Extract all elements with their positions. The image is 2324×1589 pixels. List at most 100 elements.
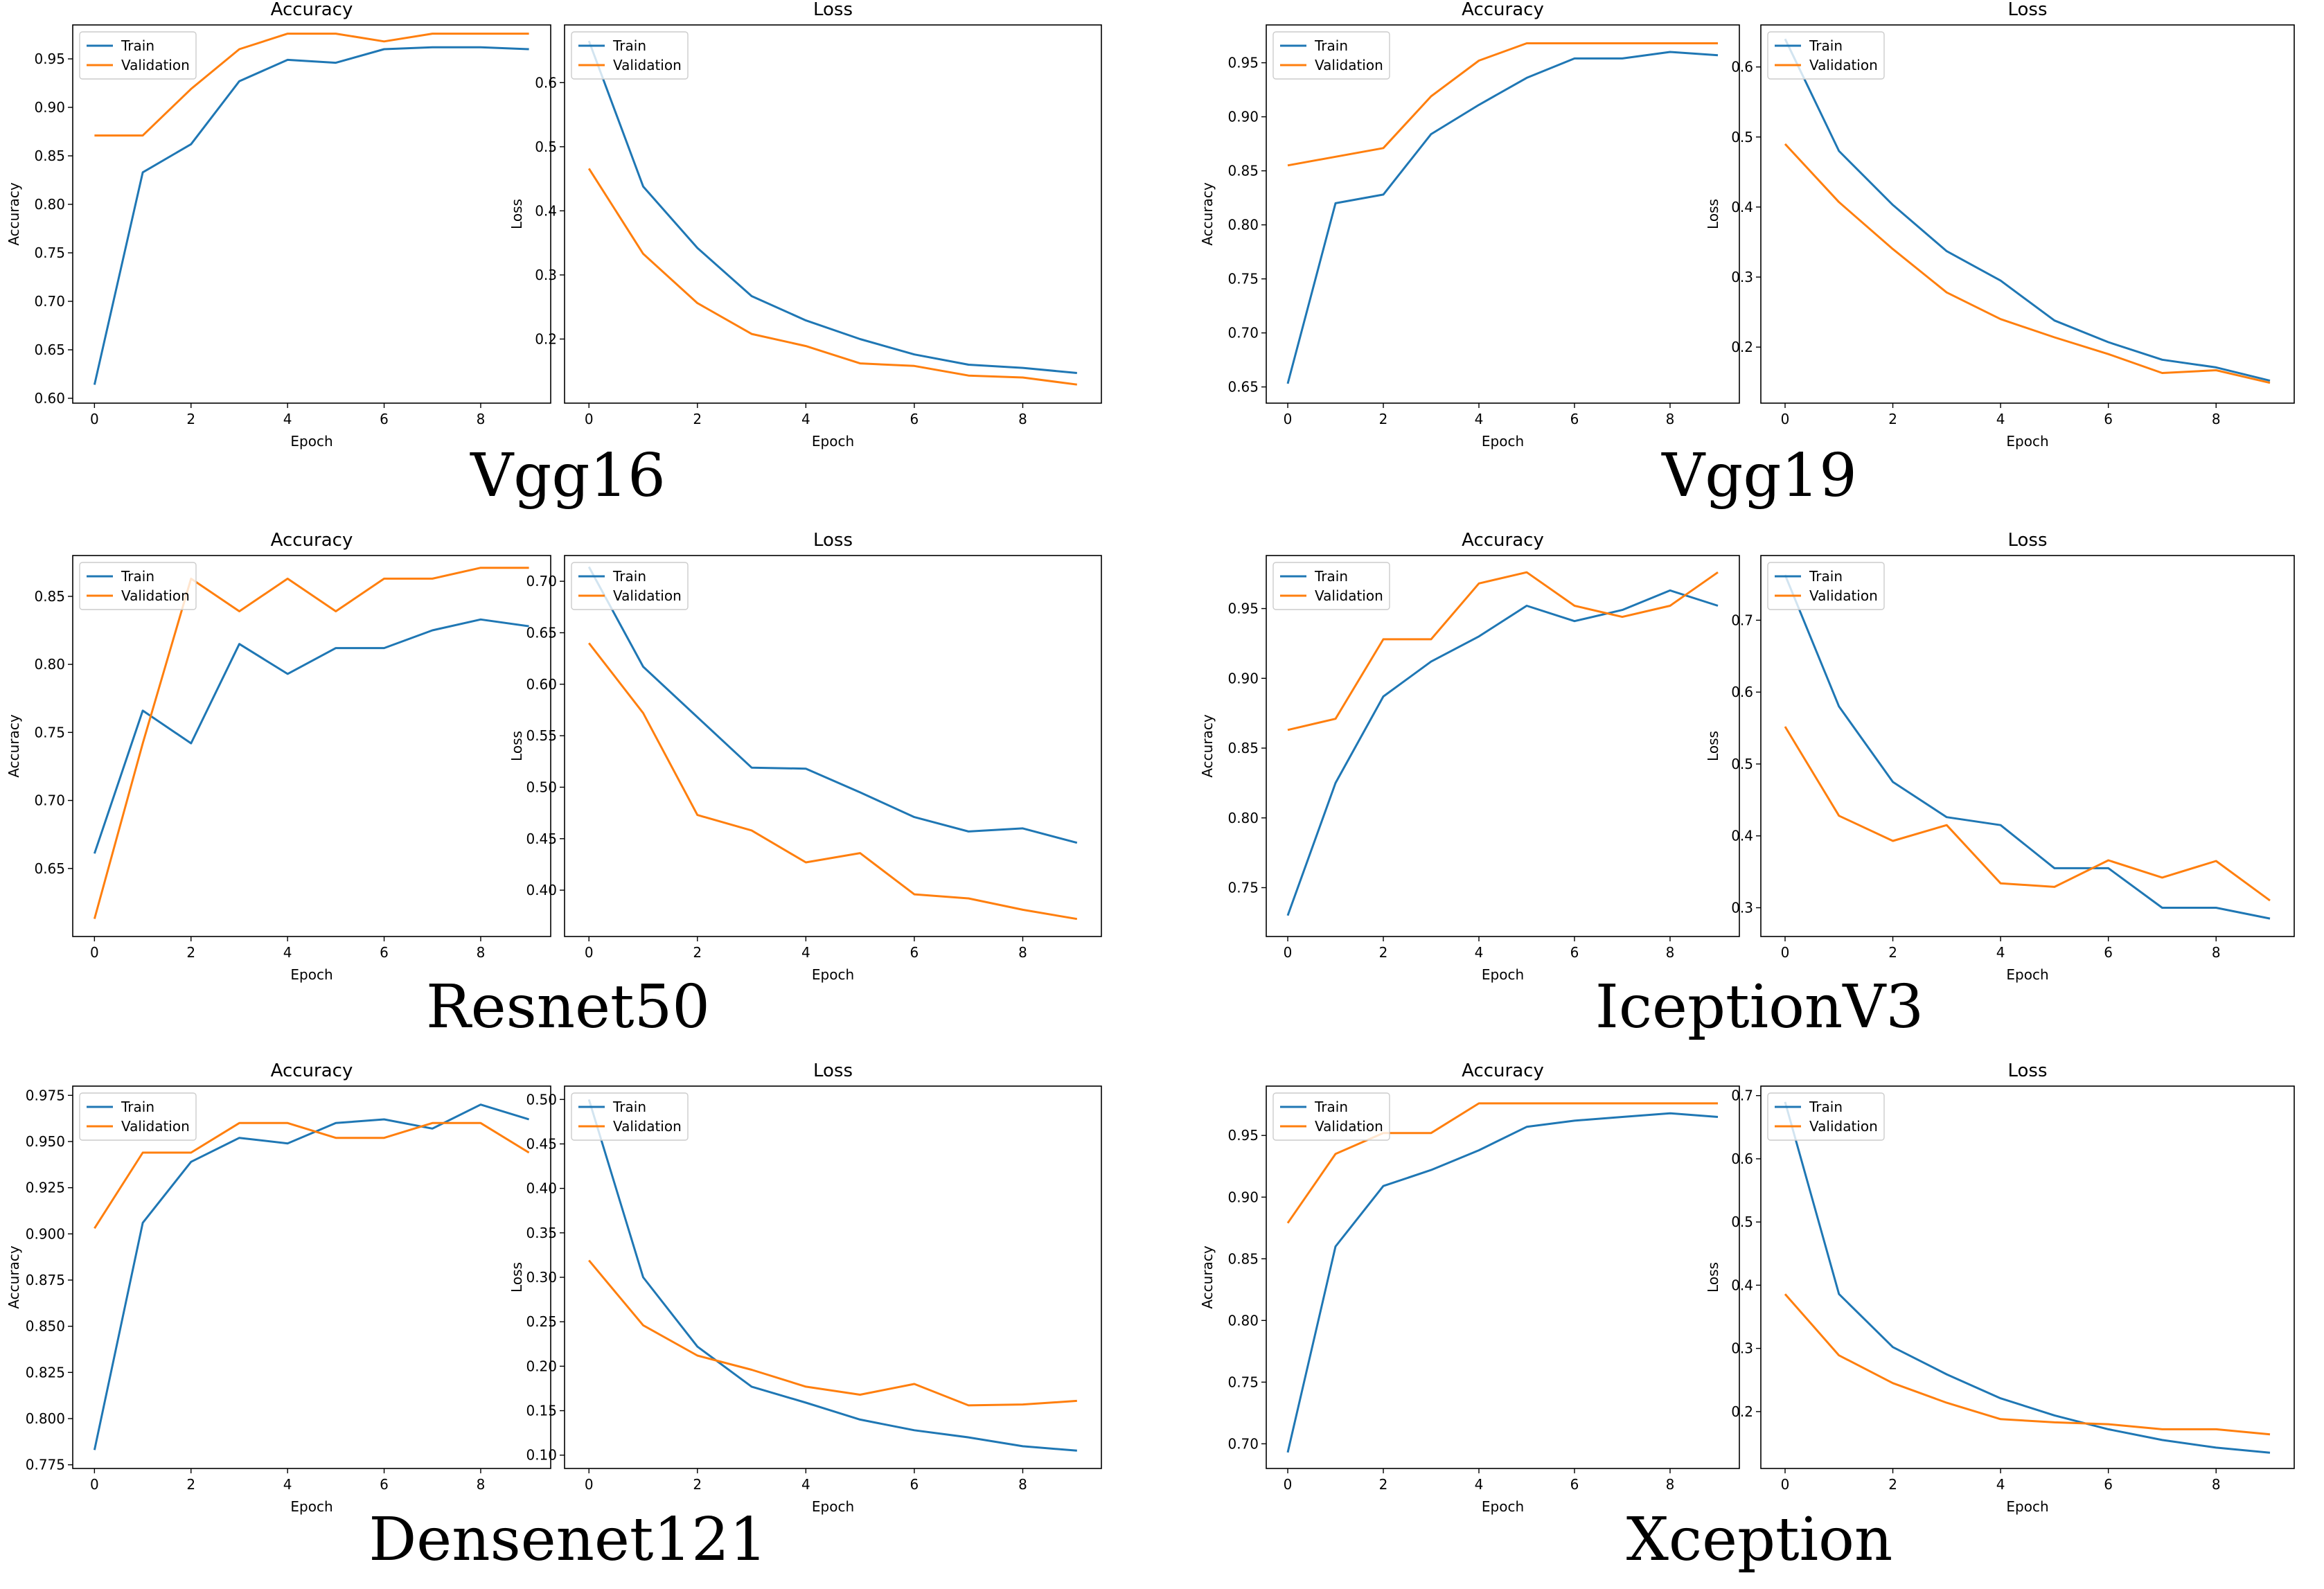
y-tick-label: 0.75 (1227, 1374, 1259, 1390)
y-tick-label: 0.925 (26, 1180, 65, 1196)
legend-box (571, 31, 689, 80)
x-axis-label: Epoch (1482, 966, 1524, 983)
y-tick-label: 0.75 (1227, 271, 1259, 287)
x-tick-label: 2 (1379, 944, 1388, 961)
x-tick-label: 4 (801, 1476, 810, 1493)
y-axis-label: Accuracy (1199, 714, 1216, 777)
x-tick-label: 2 (1888, 1476, 1897, 1493)
x-tick-label: 8 (2212, 411, 2221, 427)
plot-frame (1760, 555, 2295, 937)
x-tick-label: 4 (1996, 1476, 2005, 1493)
y-axis-label: Loss (508, 731, 525, 761)
y-tick-label: 0.35 (526, 1225, 557, 1241)
x-tick-label: 2 (1379, 411, 1388, 427)
x-tick-label: 0 (585, 411, 594, 427)
y-tick-label: 0.800 (26, 1410, 65, 1427)
legend-box (1272, 31, 1390, 80)
y-tick-label: 0.95 (34, 51, 65, 67)
chart-title: Accuracy (1462, 0, 1544, 20)
x-tick-label: 6 (380, 411, 389, 427)
y-tick-label: 0.3 (535, 267, 557, 283)
y-tick-label: 0.50 (526, 779, 557, 795)
x-tick-label: 0 (1284, 1476, 1293, 1493)
series-line-train (587, 40, 1077, 374)
x-tick-label: 0 (1284, 411, 1293, 427)
x-tick-label: 6 (910, 944, 919, 961)
legend-label-validation: Validation (613, 1118, 682, 1135)
y-tick-label: 0.975 (26, 1087, 65, 1103)
legend: Train Validation (1272, 1092, 1390, 1141)
x-axis-label: Epoch (2006, 966, 2048, 983)
xception-loss-chart: Loss 0 2 4 6 8 0.2 0.3 0.4 0.5 0.6 0.7 Epoch Loss Trai… (1705, 1060, 2295, 1515)
legend: Train Validation (1767, 1092, 1885, 1141)
resnet50-accuracy-chart: Accuracy 0 2 4 6 8 0.65 0.70 0.75 0.80 0.85 Epoch Ac… (6, 530, 551, 983)
x-tick-label: 0 (90, 1476, 99, 1493)
legend-label-validation: Validation (1809, 1118, 1878, 1135)
x-tick-label: 8 (1666, 411, 1675, 427)
y-tick-label: 0.7 (1731, 1088, 1753, 1104)
plot-frame (564, 24, 1102, 404)
legend-label-train: Train (121, 37, 154, 54)
y-tick-label: 0.4 (1731, 199, 1753, 215)
y-tick-label: 0.5 (1731, 129, 1753, 145)
resnet50-loss-chart: Loss 0 2 4 6 8 0.40 0.45 0.50 0.55 0.60 0.65 0.70 Epo… (508, 530, 1102, 983)
legend-label-train: Train (1809, 1099, 1843, 1115)
y-tick-label: 0.95 (1227, 601, 1259, 617)
y-tick-label: 0.80 (1227, 810, 1259, 826)
x-tick-label: 0 (1781, 411, 1790, 427)
y-tick-label: 0.80 (34, 196, 65, 213)
series-line-validation (1287, 42, 1718, 167)
x-tick-label: 6 (910, 1476, 919, 1493)
x-tick-label: 8 (1666, 944, 1675, 961)
plot-frame (1760, 1085, 2295, 1469)
series-line-train (1286, 51, 1719, 384)
y-tick-label: 0.7 (1731, 612, 1753, 628)
legend: Train Validation (571, 31, 689, 80)
x-tick-label: 8 (2212, 944, 2221, 961)
y-tick-label: 0.75 (34, 245, 65, 261)
x-tick-label: 4 (801, 411, 810, 427)
densenet121-loss-chart: Loss 0 2 4 6 8 0.10 0.15 0.20 0.25 0.30 0.35 0.40 0.4… (508, 1060, 1102, 1515)
y-axis-label: Accuracy (6, 714, 22, 777)
legend-label-train: Train (1314, 568, 1348, 585)
series-line-validation (587, 168, 1077, 386)
model-name-xception: Xception (1626, 1505, 1893, 1574)
x-tick-label: 0 (585, 944, 594, 961)
x-tick-label: 2 (693, 411, 702, 427)
y-tick-label: 0.45 (526, 831, 557, 847)
series-line-validation (93, 567, 529, 919)
y-tick-label: 0.4 (1731, 1277, 1753, 1293)
plot-frame (1266, 555, 1740, 937)
x-tick-label: 8 (1018, 944, 1027, 961)
legend-label-train: Train (612, 1099, 646, 1115)
legend-box (79, 562, 197, 610)
chart-title: Accuracy (1462, 530, 1544, 551)
x-tick-label: 4 (1475, 1476, 1484, 1493)
y-tick-label: 0.90 (1227, 1189, 1259, 1205)
legend-label-train: Train (1809, 568, 1843, 585)
y-tick-label: 0.95 (1227, 1127, 1259, 1144)
y-tick-label: 0.3 (1731, 269, 1753, 285)
series-line-train (1784, 38, 2271, 382)
y-tick-label: 0.60 (34, 390, 65, 407)
x-tick-label: 2 (186, 1476, 195, 1493)
y-tick-label: 0.6 (1731, 59, 1753, 76)
x-tick-label: 2 (1888, 411, 1897, 427)
y-tick-label: 0.80 (1227, 1312, 1259, 1329)
legend: Train Validation (1272, 562, 1390, 610)
y-tick-label: 0.50 (526, 1091, 557, 1108)
xception-accuracy-chart: Accuracy 0 2 4 6 8 0.70 0.75 0.80 0.85 0.90 0.95 Epo… (1199, 1060, 1740, 1515)
x-tick-label: 8 (1018, 411, 1027, 427)
y-tick-label: 0.6 (1731, 684, 1753, 700)
y-axis-label: Loss (508, 199, 525, 229)
y-tick-label: 0.850 (26, 1318, 65, 1335)
y-axis-label: Accuracy (1199, 182, 1216, 245)
y-tick-label: 0.5 (1731, 1214, 1753, 1230)
legend-box (571, 562, 689, 610)
y-tick-label: 0.2 (535, 330, 557, 347)
legend: Train Validation (1767, 562, 1885, 610)
y-tick-label: 0.65 (34, 860, 65, 877)
legend-label-train: Train (612, 37, 646, 54)
legend-label-train: Train (1314, 1099, 1348, 1115)
y-tick-label: 0.85 (34, 588, 65, 605)
